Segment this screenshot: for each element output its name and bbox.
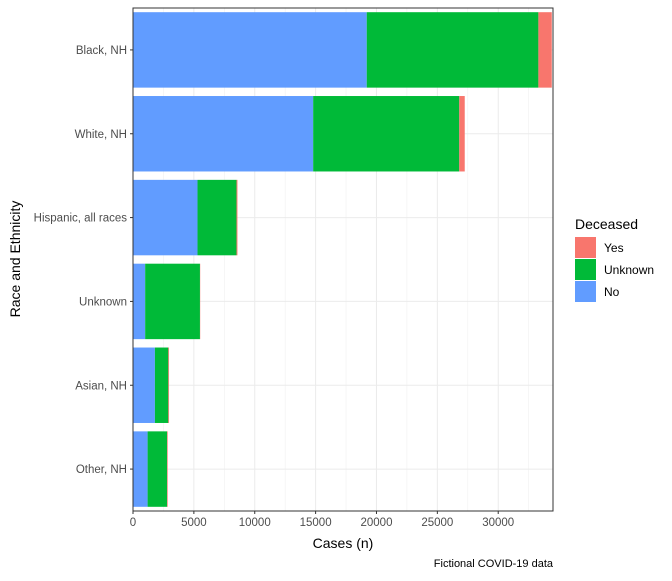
bar-segment-no <box>133 96 313 171</box>
bar-segment-no <box>133 12 367 87</box>
x-tick-label: 20000 <box>360 517 392 529</box>
bar-segment-unknown <box>313 96 459 171</box>
bar-segment-yes <box>168 348 169 423</box>
x-tick-label: 15000 <box>300 517 332 529</box>
y-axis-title: Race and Ethnicity <box>7 201 23 318</box>
y-tick-label: Unknown <box>79 296 127 308</box>
legend: Deceased Yes Unknown No <box>575 216 654 302</box>
bar-segment-unknown <box>148 431 167 506</box>
legend-key-yes <box>575 237 596 258</box>
y-tick-label: Asian, NH <box>75 380 127 392</box>
y-tick-label: Black, NH <box>76 45 127 57</box>
bar-segment-unknown <box>145 264 200 339</box>
bar-segment-unknown <box>367 12 539 87</box>
y-tick-label: Hispanic, all races <box>34 213 128 225</box>
bar-segment-yes <box>167 431 168 506</box>
chart-caption: Fictional COVID-19 data <box>434 558 554 570</box>
bar-segment-yes <box>236 180 237 255</box>
legend-label: Unknown <box>604 263 654 277</box>
y-tick-label: White, NH <box>75 129 127 141</box>
x-axis-title: Cases (n) <box>313 535 374 551</box>
bar-segment-yes <box>459 96 464 171</box>
legend-label: No <box>604 285 620 299</box>
legend-label: Yes <box>604 241 624 255</box>
bar-segment-unknown <box>155 348 168 423</box>
x-tick-label: 10000 <box>239 517 271 529</box>
bar-segment-no <box>133 180 198 255</box>
x-tick-label: 0 <box>130 517 136 529</box>
bar-segment-no <box>133 348 155 423</box>
bar-segment-no <box>133 264 145 339</box>
x-axis: 0 5000 10000 15000 20000 25000 30000 <box>130 511 514 529</box>
y-tick-label: Other, NH <box>76 464 127 476</box>
legend-title: Deceased <box>575 216 638 232</box>
x-tick-label: 30000 <box>482 517 514 529</box>
legend-key-unknown <box>575 259 596 280</box>
x-tick-label: 25000 <box>421 517 453 529</box>
bar-segment-unknown <box>198 180 237 255</box>
legend-key-no <box>575 281 596 302</box>
bar-segment-yes <box>538 12 551 87</box>
x-tick-label: 5000 <box>181 517 207 529</box>
bar-segment-no <box>133 431 148 506</box>
y-axis: Black, NH White, NH Hispanic, all races Unk… <box>34 45 133 476</box>
